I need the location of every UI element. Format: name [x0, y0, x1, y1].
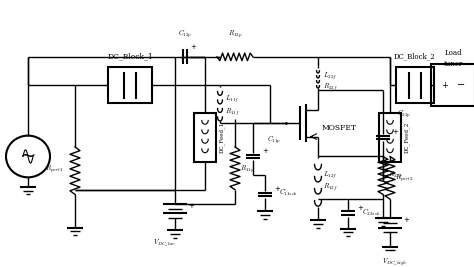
Text: Load: Load	[444, 49, 462, 57]
Text: $C_{12p}$: $C_{12p}$	[178, 28, 192, 40]
Text: $R_{22p}$: $R_{22p}$	[388, 170, 402, 181]
Text: $C_{11sub}$: $C_{11sub}$	[279, 187, 298, 198]
Text: $R_{port2}$: $R_{port2}$	[395, 172, 413, 184]
Text: $C_{11p}$: $C_{11p}$	[267, 135, 281, 146]
Bar	[194, 113, 216, 162]
Text: $V_{DC\_low}$: $V_{DC\_low}$	[154, 237, 177, 248]
Text: +: +	[357, 205, 363, 211]
Text: ~: ~	[20, 147, 36, 166]
Text: $L_{22f}$: $L_{22f}$	[323, 70, 337, 82]
Text: +: +	[274, 186, 280, 192]
Bar	[379, 113, 401, 162]
Text: DC_Feed_1: DC_Feed_1	[219, 122, 225, 153]
Text: DC_Block_1: DC_Block_1	[107, 53, 153, 61]
Text: $L_{12f}$: $L_{12f}$	[323, 170, 337, 181]
Text: DC_Block_2: DC_Block_2	[394, 53, 436, 61]
Bar	[396, 67, 434, 103]
Text: $L_{11f}$: $L_{11f}$	[225, 94, 239, 105]
Text: +: +	[190, 44, 196, 50]
Text: $R_{12f}$: $R_{12f}$	[323, 181, 338, 193]
Text: $R_{port1}$: $R_{port1}$	[45, 163, 63, 175]
Text: +: +	[188, 203, 194, 209]
Text: DC_Feed_2: DC_Feed_2	[404, 122, 410, 153]
Bar	[431, 65, 474, 106]
Text: tuner: tuner	[443, 60, 463, 68]
Text: $C_{22sub}$: $C_{22sub}$	[362, 207, 381, 218]
Text: $R_{11f}$: $R_{11f}$	[225, 106, 240, 118]
Text: −: −	[457, 80, 465, 90]
Text: $V_{DC\_high}$: $V_{DC\_high}$	[382, 256, 408, 267]
Text: $R_{22f}$: $R_{22f}$	[323, 81, 338, 93]
Text: $R_{11p}$: $R_{11p}$	[240, 163, 255, 175]
Text: $C_{22p}$: $C_{22p}$	[397, 108, 411, 120]
Bar	[108, 67, 152, 103]
Text: $R_{12p}$: $R_{12p}$	[228, 28, 242, 40]
Text: +: +	[262, 148, 268, 154]
Text: MOSFET: MOSFET	[322, 124, 357, 132]
Text: +: +	[403, 217, 409, 223]
Text: +: +	[392, 129, 398, 135]
Text: +: +	[442, 81, 448, 90]
